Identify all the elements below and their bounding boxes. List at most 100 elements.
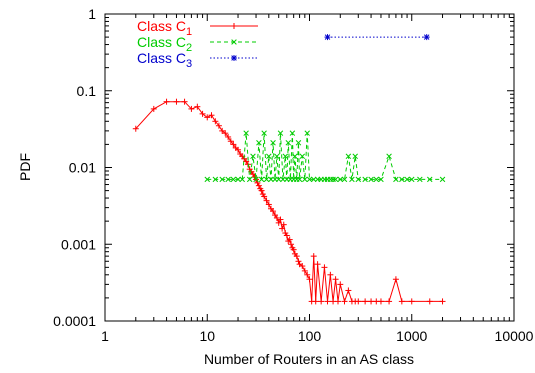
data-point bbox=[163, 98, 170, 105]
data-point bbox=[427, 176, 433, 183]
data-point bbox=[299, 153, 306, 160]
data-point bbox=[208, 112, 215, 119]
data-point bbox=[132, 125, 139, 132]
data-point bbox=[302, 176, 308, 183]
legend-entry-3: Class C3 bbox=[137, 50, 258, 70]
series-1 bbox=[132, 98, 446, 305]
data-point bbox=[270, 208, 277, 215]
legend-marker bbox=[231, 39, 237, 45]
data-point bbox=[256, 140, 262, 146]
data-point bbox=[230, 141, 237, 148]
data-point bbox=[261, 193, 268, 200]
data-point bbox=[398, 298, 405, 305]
data-point bbox=[349, 176, 355, 183]
data-point bbox=[368, 176, 374, 183]
data-point bbox=[246, 176, 253, 183]
data-point bbox=[335, 298, 342, 305]
data-point bbox=[318, 298, 325, 305]
data-point bbox=[219, 127, 226, 134]
data-point bbox=[194, 103, 201, 110]
data-point bbox=[408, 298, 415, 305]
data-point bbox=[296, 176, 303, 183]
data-point bbox=[244, 161, 251, 168]
data-point bbox=[332, 176, 339, 183]
data-point bbox=[355, 298, 362, 305]
data-point bbox=[324, 34, 331, 41]
data-point bbox=[235, 146, 242, 153]
data-point bbox=[337, 176, 344, 183]
data-point bbox=[274, 153, 280, 160]
data-point bbox=[378, 176, 384, 183]
legend-label-subscript: 1 bbox=[186, 26, 192, 38]
legend-label: Class C2 bbox=[137, 34, 192, 54]
data-point bbox=[295, 258, 302, 265]
data-point bbox=[253, 176, 259, 183]
data-point bbox=[408, 176, 415, 183]
data-point bbox=[377, 298, 384, 305]
data-point bbox=[283, 232, 290, 239]
data-point bbox=[314, 261, 321, 268]
series-layer bbox=[132, 34, 446, 305]
data-point bbox=[277, 216, 284, 223]
data-point bbox=[279, 225, 286, 232]
data-point bbox=[392, 276, 399, 283]
data-point bbox=[301, 267, 308, 274]
data-point bbox=[292, 153, 298, 160]
data-point bbox=[280, 221, 287, 228]
data-point bbox=[227, 138, 234, 145]
y-tick-label: 0.0001 bbox=[53, 313, 96, 329]
legend-label-name: Class C bbox=[137, 50, 186, 66]
data-point bbox=[288, 241, 295, 248]
data-point bbox=[306, 276, 313, 283]
data-point bbox=[243, 130, 249, 136]
legend-label: Class C3 bbox=[137, 50, 192, 70]
data-point bbox=[258, 176, 265, 183]
legend-entry-2: Class C2 bbox=[137, 34, 258, 54]
data-point bbox=[230, 176, 237, 183]
data-point bbox=[306, 176, 313, 183]
data-point bbox=[426, 298, 433, 305]
x-tick-label: 1 bbox=[101, 328, 109, 344]
data-point bbox=[304, 130, 310, 136]
x-axis-label: Number of Routers in an AS class bbox=[204, 351, 414, 367]
data-point bbox=[188, 105, 195, 112]
data-point bbox=[199, 110, 206, 117]
data-point bbox=[222, 130, 229, 137]
data-point bbox=[181, 98, 188, 105]
data-point bbox=[265, 201, 272, 208]
data-point bbox=[304, 271, 311, 278]
data-point bbox=[204, 176, 211, 183]
data-point bbox=[327, 271, 334, 278]
data-point bbox=[150, 105, 157, 112]
legend-marker bbox=[231, 23, 237, 29]
data-point bbox=[386, 153, 392, 160]
data-point bbox=[268, 176, 274, 183]
x-tick-label: 10000 bbox=[495, 328, 534, 344]
data-point bbox=[290, 246, 297, 253]
data-point bbox=[258, 187, 265, 194]
legend-marker bbox=[231, 55, 237, 61]
data-point bbox=[345, 287, 352, 294]
data-point bbox=[263, 176, 270, 183]
y-tick-label: 0.01 bbox=[69, 160, 96, 176]
series-line bbox=[135, 101, 443, 304]
data-point bbox=[352, 153, 358, 160]
data-point bbox=[295, 140, 302, 146]
data-point bbox=[212, 176, 219, 183]
data-point bbox=[285, 140, 292, 146]
y-tick-label: 0.001 bbox=[61, 236, 96, 252]
data-point bbox=[285, 238, 292, 245]
data-point bbox=[345, 153, 352, 160]
data-point bbox=[263, 197, 270, 204]
data-point bbox=[239, 176, 246, 183]
data-point bbox=[312, 298, 319, 305]
data-point bbox=[289, 130, 296, 136]
y-tick-label: 1 bbox=[88, 6, 96, 22]
data-point bbox=[332, 276, 339, 283]
data-point bbox=[212, 118, 219, 125]
data-point bbox=[225, 176, 231, 183]
data-point bbox=[275, 176, 282, 183]
data-point bbox=[321, 264, 328, 271]
